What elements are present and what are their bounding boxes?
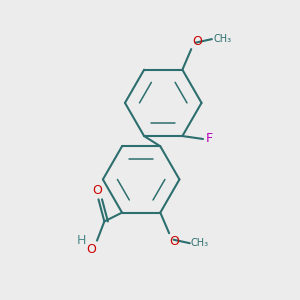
Text: F: F: [206, 133, 212, 146]
Text: O: O: [86, 243, 96, 256]
Text: CH₃: CH₃: [191, 238, 209, 248]
Text: O: O: [170, 235, 180, 248]
Text: CH₃: CH₃: [213, 34, 231, 44]
Text: H: H: [77, 234, 86, 248]
Text: O: O: [192, 35, 202, 48]
Text: O: O: [92, 184, 102, 197]
